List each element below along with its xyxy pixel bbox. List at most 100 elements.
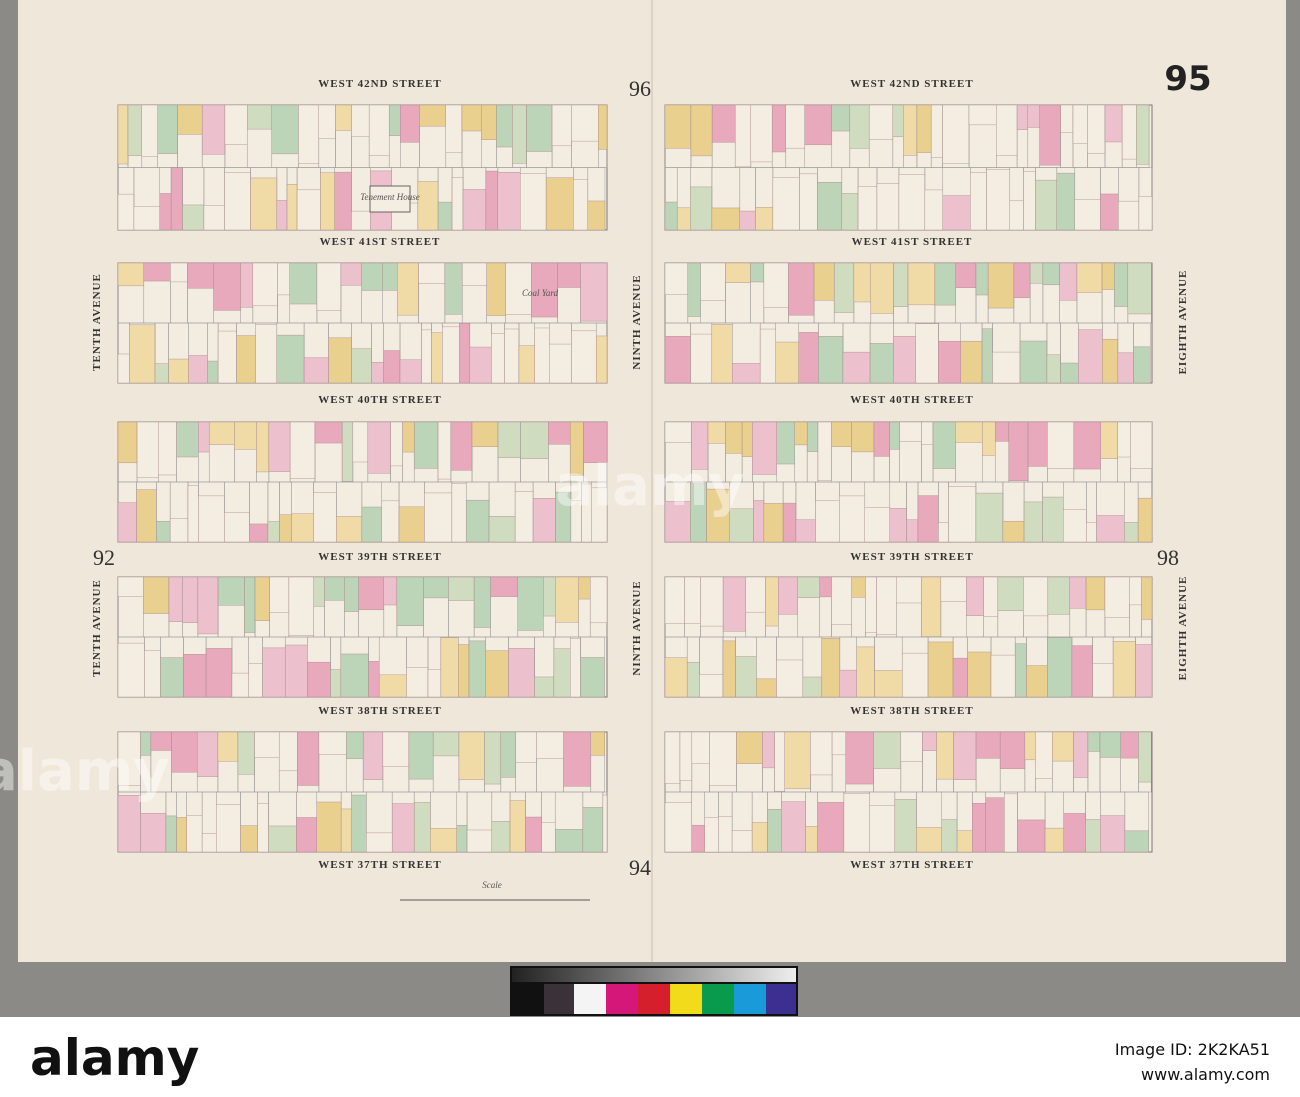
building <box>187 262 214 289</box>
building <box>252 262 278 307</box>
building <box>408 731 434 780</box>
building <box>254 576 270 621</box>
building <box>450 421 473 471</box>
building <box>505 262 532 315</box>
building <box>975 492 1004 543</box>
building <box>366 832 393 853</box>
building <box>906 519 919 543</box>
building <box>894 799 917 853</box>
building <box>352 421 369 463</box>
building <box>1014 643 1027 698</box>
building <box>186 815 203 853</box>
building <box>525 816 542 853</box>
building <box>459 323 471 384</box>
building <box>117 576 144 597</box>
building <box>276 200 288 231</box>
building <box>735 104 752 168</box>
building <box>250 177 278 231</box>
building <box>461 104 482 132</box>
avenue-label: TENTH AVENUE <box>91 579 103 677</box>
building <box>473 576 491 628</box>
building <box>578 576 591 600</box>
building <box>406 667 429 698</box>
building <box>781 801 806 853</box>
building <box>358 576 384 611</box>
building <box>543 576 556 617</box>
building <box>1096 515 1125 543</box>
building <box>391 803 415 853</box>
building <box>520 173 547 231</box>
building <box>198 495 225 543</box>
building <box>1100 815 1126 853</box>
avenue-label: NINTH AVENUE <box>631 274 643 369</box>
building <box>982 421 996 456</box>
building <box>731 830 753 853</box>
building <box>240 825 258 853</box>
building <box>1127 262 1152 315</box>
building <box>217 330 237 384</box>
building <box>932 421 956 469</box>
building <box>117 104 129 165</box>
building <box>497 421 521 458</box>
building <box>491 821 511 853</box>
building <box>344 576 359 612</box>
building <box>555 829 584 853</box>
building <box>1019 340 1048 384</box>
building <box>1063 813 1086 853</box>
building <box>117 262 144 287</box>
building <box>224 512 250 543</box>
building <box>485 650 509 698</box>
building <box>987 262 1015 309</box>
building <box>700 576 724 627</box>
building <box>759 328 776 384</box>
building <box>224 172 251 231</box>
building <box>1074 199 1101 231</box>
building <box>1124 830 1149 853</box>
building <box>399 359 422 384</box>
building <box>256 421 270 473</box>
building <box>765 576 779 627</box>
building <box>176 421 199 458</box>
building <box>687 262 701 317</box>
building <box>1085 819 1101 853</box>
building <box>942 195 971 231</box>
building <box>752 421 777 475</box>
building <box>216 804 241 853</box>
building <box>690 186 713 231</box>
building <box>736 731 763 764</box>
building <box>763 503 784 543</box>
building <box>1073 731 1089 778</box>
building <box>1120 731 1139 759</box>
building <box>753 500 765 543</box>
building <box>129 324 156 384</box>
building <box>570 638 581 698</box>
street-label: WEST 38TH STREET <box>318 705 441 717</box>
building <box>967 651 992 698</box>
building <box>361 506 382 543</box>
building <box>1118 200 1140 231</box>
building <box>870 262 894 314</box>
building <box>490 576 518 597</box>
building <box>750 104 773 163</box>
building <box>831 576 852 625</box>
building <box>508 648 535 698</box>
building <box>367 421 391 474</box>
building <box>981 328 993 384</box>
building <box>664 336 691 384</box>
building <box>1060 104 1074 133</box>
street-label: WEST 42ND STREET <box>318 78 441 90</box>
street-label: WEST 39TH STREET <box>318 551 441 563</box>
building <box>518 345 535 384</box>
building <box>177 104 203 135</box>
building <box>582 807 604 853</box>
building <box>1004 793 1018 853</box>
building <box>776 659 804 698</box>
building <box>664 657 688 698</box>
watermark-overlay: alamy <box>555 454 745 519</box>
building <box>869 104 894 140</box>
building <box>168 576 183 622</box>
building <box>1104 104 1123 143</box>
building <box>798 332 819 384</box>
building <box>924 189 943 231</box>
building <box>700 262 726 301</box>
